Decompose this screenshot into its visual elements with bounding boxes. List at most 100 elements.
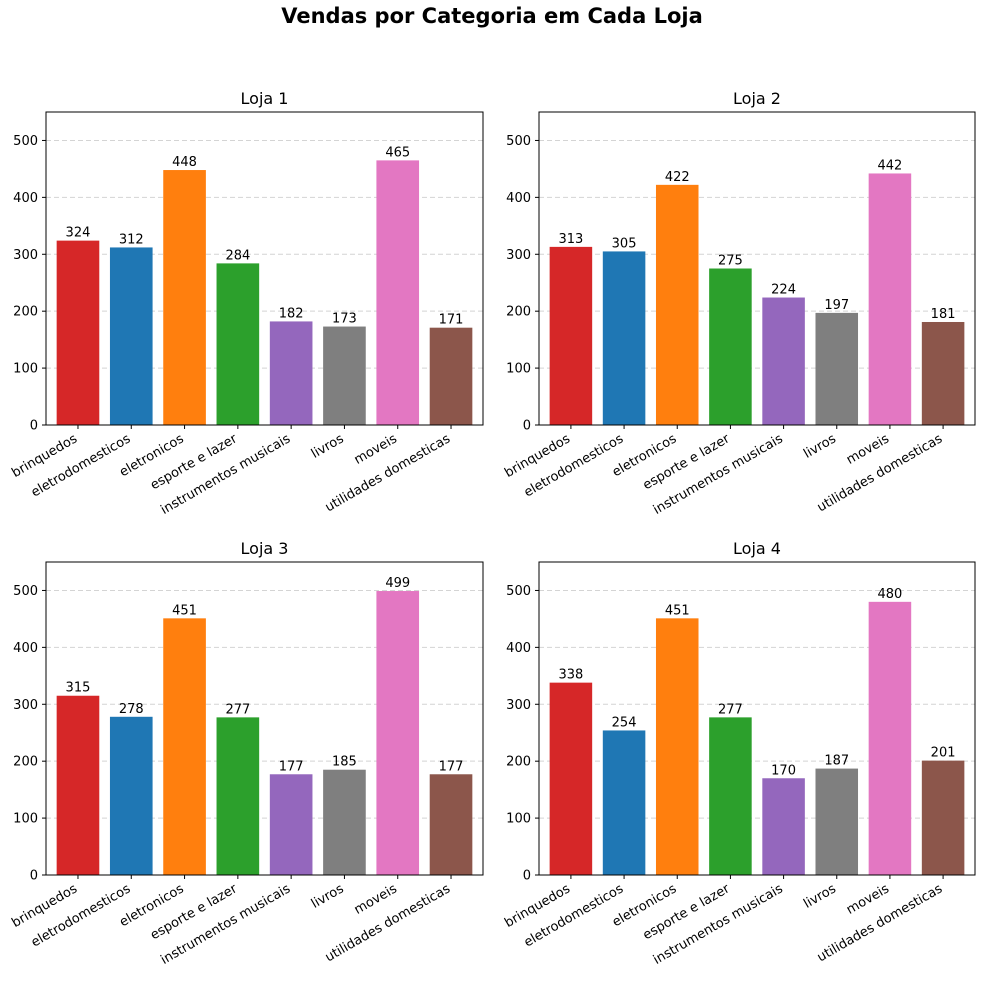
y-tick-label: 200 <box>13 755 38 770</box>
bar-value-label: 173 <box>332 312 357 327</box>
bar-value-label: 324 <box>66 226 91 241</box>
bar-1 <box>549 682 593 875</box>
bar-value-label: 284 <box>225 248 250 263</box>
y-tick-label: 300 <box>506 248 531 263</box>
y-tick-label: 400 <box>13 641 38 656</box>
bar-value-label: 312 <box>119 232 144 247</box>
panel-title: Loja 3 <box>241 539 289 558</box>
bar-value-label: 465 <box>385 145 410 160</box>
y-tick-label: 0 <box>523 869 531 884</box>
bar-value-label: 315 <box>66 681 91 696</box>
bar-value-label: 254 <box>612 715 637 730</box>
bar-2 <box>109 716 153 875</box>
axes-frame <box>538 111 976 426</box>
bar-4 <box>709 268 752 425</box>
bar-value-label: 197 <box>824 298 849 313</box>
x-tick-label: livros <box>309 881 347 911</box>
bar-1 <box>549 246 593 425</box>
bar-5 <box>269 774 313 875</box>
bar-8 <box>429 774 473 875</box>
bar-value-label: 338 <box>558 668 583 683</box>
bar-value-label: 185 <box>332 755 357 770</box>
bar-value-label: 171 <box>439 313 464 328</box>
bar-5 <box>762 778 805 875</box>
bar-value-label: 277 <box>718 702 743 717</box>
bar-6 <box>323 326 366 425</box>
axes-frame <box>45 111 484 426</box>
y-tick-label: 400 <box>13 191 38 206</box>
bar-value-label: 422 <box>665 170 690 185</box>
y-tick-label: 300 <box>506 698 531 713</box>
bar-value-label: 442 <box>878 158 903 173</box>
bar-8 <box>429 327 473 425</box>
y-tick-label: 200 <box>13 305 38 320</box>
bar-value-label: 275 <box>718 254 743 269</box>
y-tick-label: 500 <box>506 584 531 599</box>
bar-value-label: 177 <box>279 759 304 774</box>
bar-2 <box>602 730 646 875</box>
bar-6 <box>323 769 366 875</box>
bar-1 <box>56 695 100 875</box>
y-tick-label: 0 <box>30 419 38 434</box>
y-tick-label: 500 <box>13 584 38 599</box>
y-tick-label: 400 <box>506 191 531 206</box>
axes-frame <box>538 561 976 876</box>
figure-title: Vendas por Categoria em Cada Loja <box>281 4 703 28</box>
bar-7 <box>376 591 420 875</box>
bar-4 <box>216 263 260 425</box>
axes-frame <box>45 561 484 876</box>
bar-2 <box>602 251 646 425</box>
y-tick-label: 500 <box>13 134 38 149</box>
chart-panel-4: 338 254 451 277 170 187 480 201 0 100 200 300 400 500… <box>502 539 976 968</box>
y-tick-label: 100 <box>506 362 531 377</box>
bar-value-label: 277 <box>225 702 250 717</box>
bar-value-label: 499 <box>385 576 410 591</box>
bar-6 <box>815 312 859 425</box>
bar-value-label: 480 <box>878 587 903 602</box>
chart-panel-3: 315 278 451 277 177 185 499 177 0 100 200 300 400 500… <box>9 539 484 968</box>
bar-value-label: 187 <box>824 754 849 769</box>
bar-7 <box>376 160 420 425</box>
chart-panel-1: 324 312 448 284 182 173 465 171 0 100 200 300 400 500… <box>9 89 484 518</box>
bar-2 <box>109 247 153 425</box>
bar-value-label: 177 <box>439 759 464 774</box>
chart-panel-2: 313 305 422 275 224 197 442 181 0 100 200 300 400 500… <box>502 89 976 518</box>
panel-title: Loja 4 <box>733 539 781 558</box>
bar-value-label: 305 <box>612 236 637 251</box>
bar-5 <box>762 297 805 425</box>
bar-3 <box>163 170 206 425</box>
y-tick-label: 500 <box>506 134 531 149</box>
y-tick-label: 200 <box>506 755 531 770</box>
bar-value-label: 170 <box>771 763 796 778</box>
bar-7 <box>868 601 912 875</box>
y-tick-label: 0 <box>523 419 531 434</box>
panel-title: Loja 2 <box>733 89 781 108</box>
bar-4 <box>216 717 260 875</box>
bar-6 <box>815 768 859 875</box>
bar-value-label: 182 <box>279 306 304 321</box>
bar-value-label: 181 <box>931 307 956 322</box>
bar-value-label: 451 <box>172 603 197 618</box>
bar-4 <box>709 717 752 875</box>
y-tick-label: 300 <box>13 248 38 263</box>
bar-value-label: 448 <box>172 155 197 170</box>
bar-8 <box>921 321 965 425</box>
y-tick-label: 200 <box>506 305 531 320</box>
x-tick-label: livros <box>801 881 839 911</box>
bar-value-label: 201 <box>931 746 956 761</box>
bar-value-label: 278 <box>119 702 144 717</box>
bar-3 <box>655 618 699 875</box>
y-tick-label: 0 <box>30 869 38 884</box>
y-tick-label: 300 <box>13 698 38 713</box>
panel-title: Loja 1 <box>241 89 289 108</box>
y-tick-label: 400 <box>506 641 531 656</box>
bar-3 <box>163 618 206 875</box>
x-tick-label: livros <box>801 431 839 461</box>
bar-8 <box>921 760 965 875</box>
bar-3 <box>655 184 699 425</box>
x-tick-label: livros <box>309 431 347 461</box>
bar-5 <box>269 321 313 425</box>
bar-1 <box>56 240 100 425</box>
y-tick-label: 100 <box>13 362 38 377</box>
